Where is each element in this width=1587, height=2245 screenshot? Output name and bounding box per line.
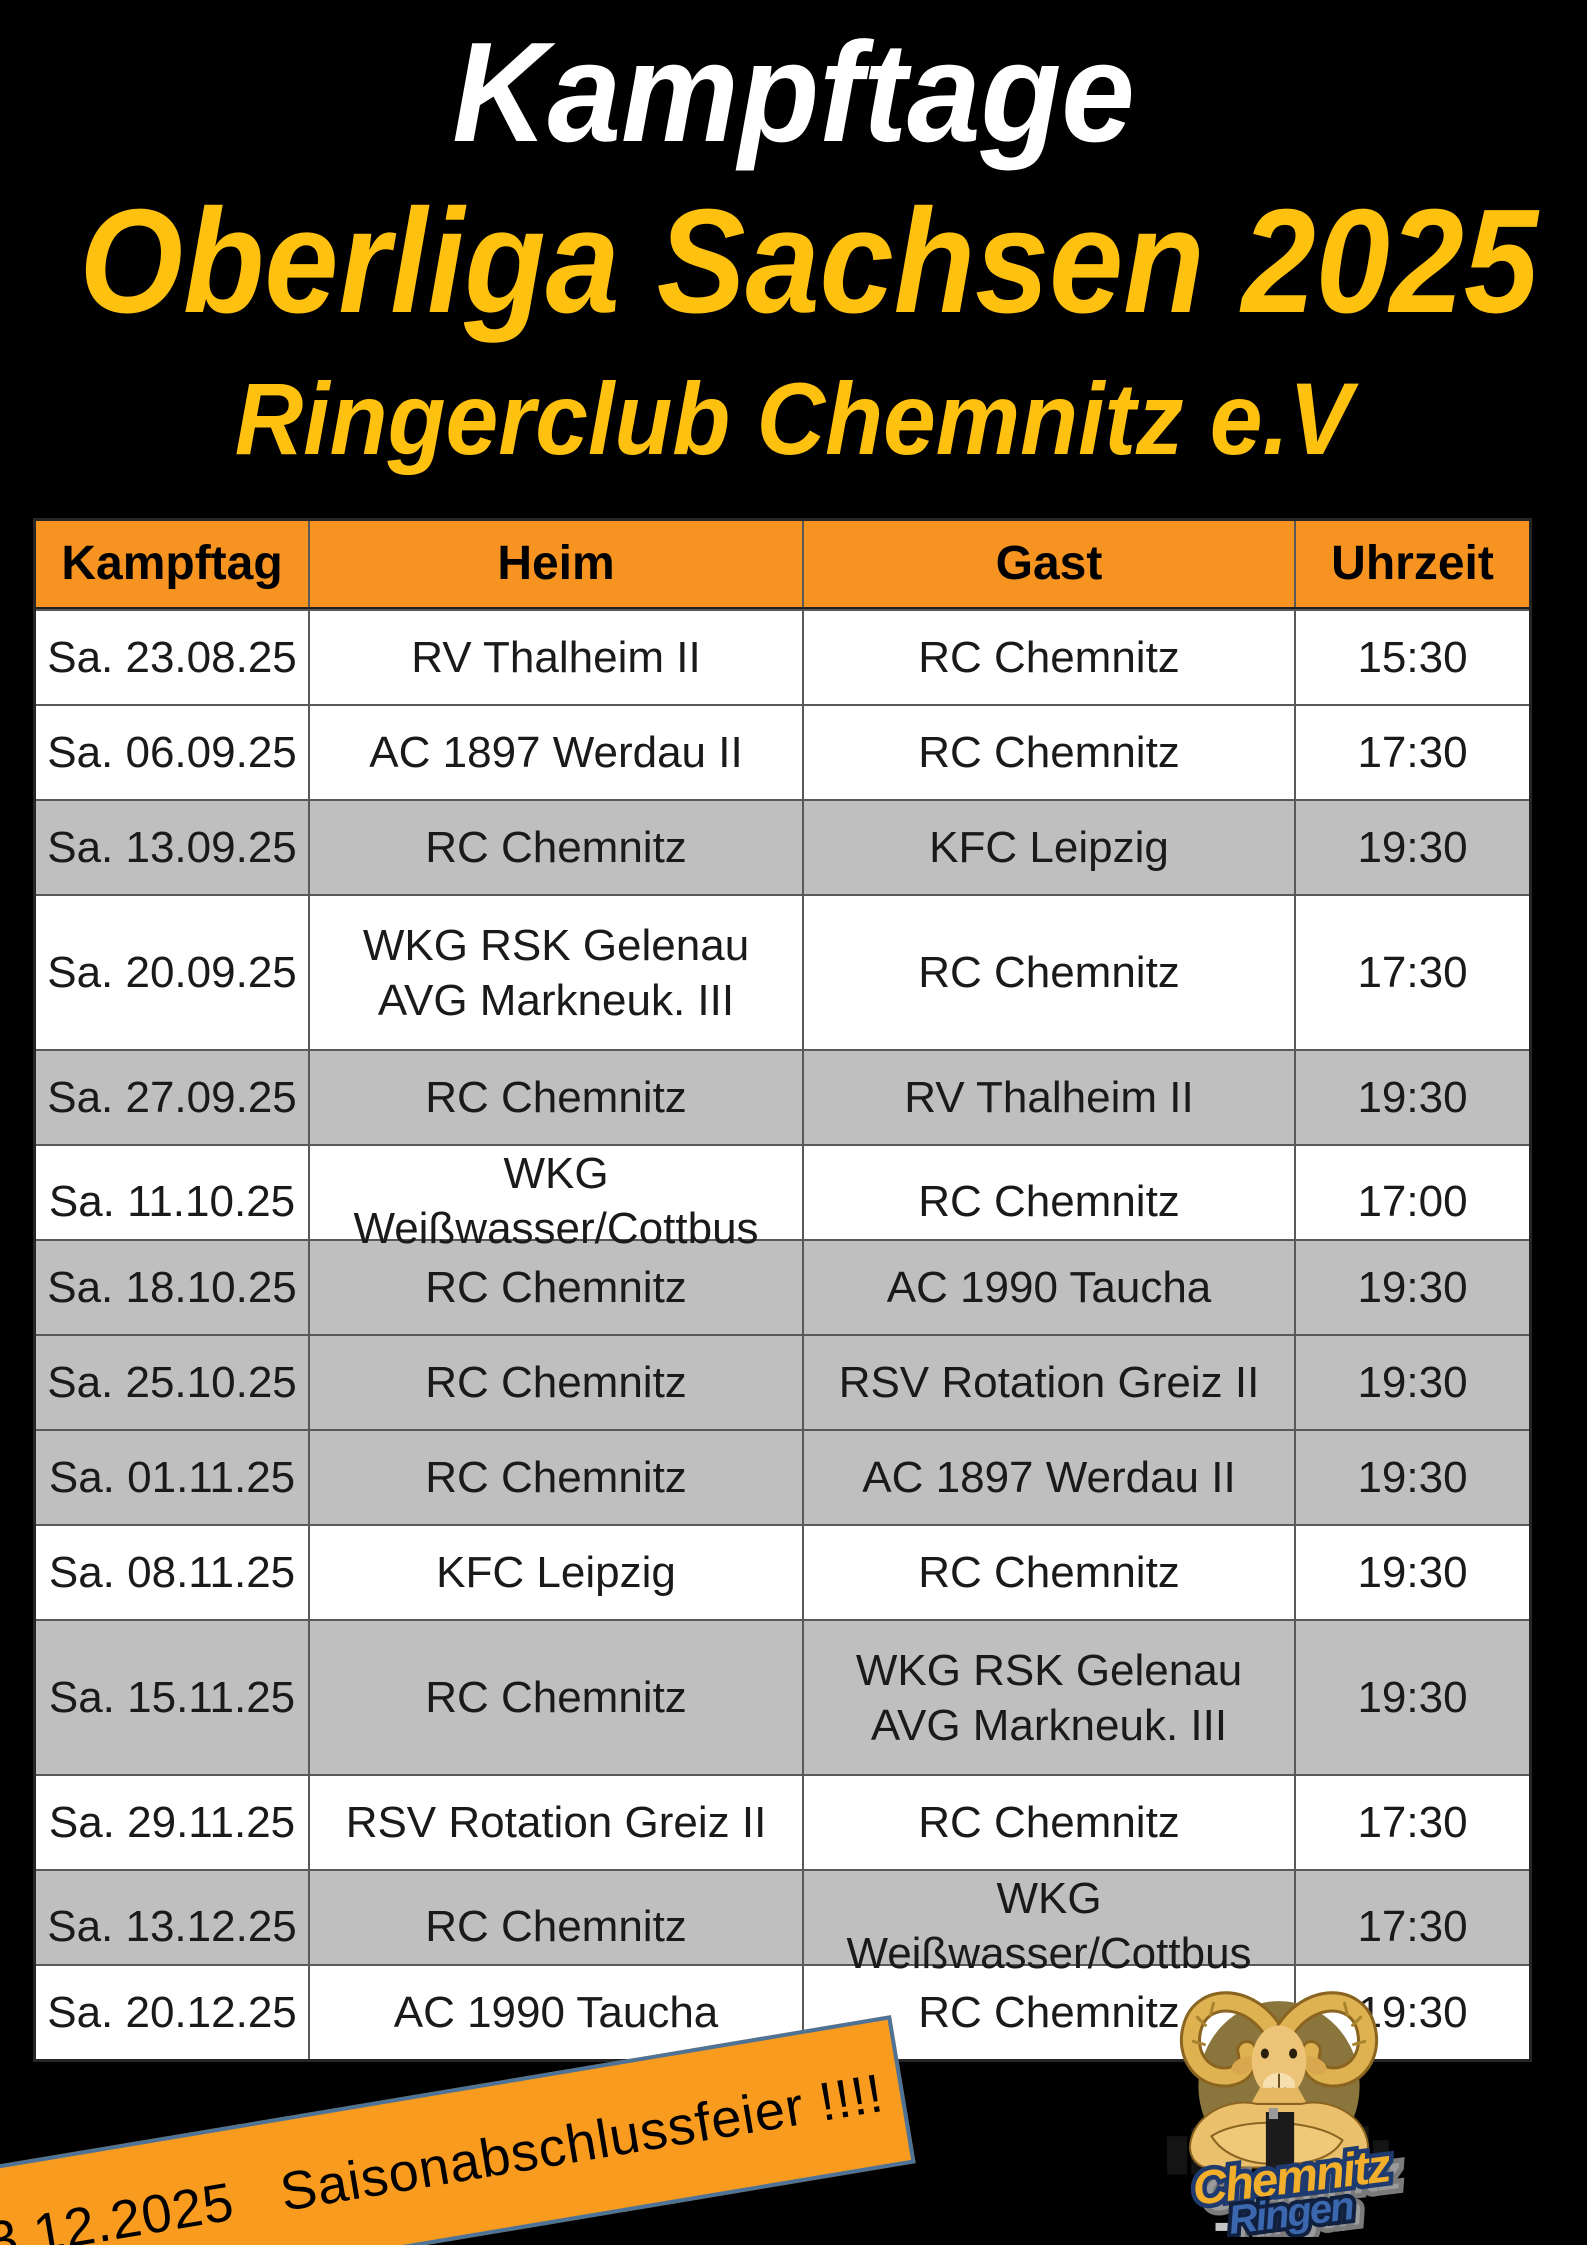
match-home: RC Chemnitz bbox=[308, 1241, 802, 1334]
table-row: Sa. 13.12.25 RC Chemnitz WKG Weißwasser/… bbox=[36, 1869, 1529, 1981]
season-finale-text: 13.12.2025 Saisonabschlussfeier !!!! bbox=[0, 2062, 888, 2245]
match-guest: RC Chemnitz bbox=[802, 896, 1294, 1049]
match-home: RC Chemnitz bbox=[308, 1336, 802, 1429]
table-row: Sa. 01.11.25 RC Chemnitz AC 1897 Werdau … bbox=[36, 1429, 1529, 1524]
match-guest: RSV Rotation Greiz II bbox=[802, 1336, 1294, 1429]
ram-mascot-icon: Chemnitz Chemnitz Ringen Ringen bbox=[1167, 1991, 1409, 2245]
match-home: AC 1990 Taucha bbox=[308, 1966, 802, 2059]
match-home: WKG Weißwasser/Cottbus bbox=[308, 1146, 802, 1256]
match-guest: RC Chemnitz bbox=[802, 706, 1294, 799]
match-home: WKG RSK Gelenau AVG Markneuk. III bbox=[308, 896, 802, 1049]
match-guest: RC Chemnitz bbox=[802, 1776, 1294, 1869]
club-logo: Chemnitz Chemnitz Ringen Ringen bbox=[1150, 1985, 1409, 2245]
match-time: 17:30 bbox=[1294, 896, 1529, 1049]
match-time: 19:30 bbox=[1294, 1241, 1529, 1334]
match-time: 15:30 bbox=[1294, 611, 1529, 704]
svg-text:Ringen: Ringen bbox=[1234, 2187, 1364, 2237]
match-guest: WKG Weißwasser/Cottbus bbox=[802, 1871, 1294, 1981]
match-guest: RC Chemnitz bbox=[802, 1526, 1294, 1619]
match-date: Sa. 18.10.25 bbox=[47, 1263, 297, 1312]
table-row: Sa. 15.11.25 RC Chemnitz WKG RSK Gelenau… bbox=[36, 1619, 1529, 1774]
match-guest: WKG RSK Gelenau AVG Markneuk. III bbox=[802, 1621, 1294, 1774]
match-home: RC Chemnitz bbox=[308, 801, 802, 894]
table-row: Sa. 25.10.25 RC Chemnitz RSV Rotation Gr… bbox=[36, 1334, 1529, 1429]
match-home: RV Thalheim II bbox=[308, 611, 802, 704]
match-date: Sa. 13.09.25 bbox=[47, 823, 297, 872]
match-time: 19:30 bbox=[1294, 801, 1529, 894]
table-row: Sa. 11.10.25 WKG Weißwasser/Cottbus RC C… bbox=[36, 1144, 1529, 1256]
match-time: 17:30 bbox=[1294, 1871, 1529, 1981]
match-time: 19:30 bbox=[1294, 1621, 1529, 1774]
tower-icon bbox=[1265, 2107, 1295, 2173]
match-home: RC Chemnitz bbox=[308, 1051, 802, 1144]
match-date: Sa. 29.11.25 bbox=[48, 1798, 296, 1847]
match-time: 17:30 bbox=[1294, 706, 1529, 799]
match-home: AC 1897 Werdau II bbox=[308, 706, 802, 799]
match-date: Sa. 20.09.25 bbox=[47, 948, 297, 997]
match-time: 19:30 bbox=[1294, 1431, 1529, 1524]
match-date: Sa. 27.09.25 bbox=[47, 1073, 297, 1122]
league-title: Oberliga Sachsen 2025 bbox=[79, 179, 1538, 344]
match-home: RC Chemnitz bbox=[308, 1621, 802, 1774]
match-time: 17:30 bbox=[1294, 1776, 1529, 1869]
club-title: Ringerclub Chemnitz e.V bbox=[234, 362, 1353, 476]
match-time: 19:30 bbox=[1294, 1051, 1529, 1144]
match-time: 17:00 bbox=[1294, 1146, 1529, 1256]
match-time: 19:30 bbox=[1294, 1526, 1529, 1619]
match-home: RSV Rotation Greiz II bbox=[308, 1776, 802, 1869]
table-row: Sa. 06.09.25 AC 1897 Werdau II RC Chemni… bbox=[36, 704, 1529, 799]
table-row: Sa. 23.08.25 RV Thalheim II RC Chemnitz … bbox=[36, 609, 1529, 704]
match-guest: AC 1990 Taucha bbox=[802, 1241, 1294, 1334]
match-guest: RC Chemnitz bbox=[802, 1146, 1294, 1256]
schedule-table: Kampftag Heim Gast Uhrzeit Sa. 23.08.25 … bbox=[33, 518, 1532, 2062]
match-date: Sa. 01.11.25 bbox=[48, 1453, 296, 1502]
logo-footer-strip bbox=[1215, 2222, 1345, 2231]
table-row: Sa. 27.09.25 RC Chemnitz RV Thalheim II … bbox=[36, 1049, 1529, 1144]
page-title: Kampftage bbox=[452, 13, 1135, 172]
match-date: Sa. 11.10.25 bbox=[48, 1176, 296, 1226]
match-date: Sa. 06.09.25 bbox=[47, 728, 297, 777]
match-date: Sa. 25.10.25 bbox=[47, 1358, 297, 1407]
match-home: RC Chemnitz bbox=[308, 1431, 802, 1524]
table-header-row: Kampftag Heim Gast Uhrzeit bbox=[36, 521, 1529, 609]
match-guest: RC Chemnitz bbox=[802, 611, 1294, 704]
match-time: 19:30 bbox=[1294, 1336, 1529, 1429]
match-guest: AC 1897 Werdau II bbox=[802, 1431, 1294, 1524]
match-date: Sa. 20.12.25 bbox=[47, 1988, 297, 2037]
table-row: Sa. 08.11.25 KFC Leipzig RC Chemnitz 19:… bbox=[36, 1524, 1529, 1619]
match-home: RC Chemnitz bbox=[308, 1871, 802, 1981]
table-row: Sa. 20.09.25 WKG RSK Gelenau AVG Markneu… bbox=[36, 894, 1529, 1049]
table-row: Sa. 29.11.25 RSV Rotation Greiz II RC Ch… bbox=[36, 1774, 1529, 1869]
table-row: Sa. 18.10.25 RC Chemnitz AC 1990 Taucha … bbox=[36, 1239, 1529, 1334]
match-date: Sa. 13.12.25 bbox=[47, 1901, 297, 1951]
match-guest: RV Thalheim II bbox=[802, 1051, 1294, 1144]
header-gast: Gast bbox=[802, 521, 1294, 607]
header-uhrzeit: Uhrzeit bbox=[1294, 521, 1529, 607]
table-row: Sa. 13.09.25 RC Chemnitz KFC Leipzig 19:… bbox=[36, 799, 1529, 894]
match-date: Sa. 23.08.25 bbox=[47, 633, 297, 682]
match-home: KFC Leipzig bbox=[308, 1526, 802, 1619]
header-heim: Heim bbox=[308, 521, 802, 607]
match-guest: KFC Leipzig bbox=[802, 801, 1294, 894]
match-guest: RC Chemnitz bbox=[802, 1966, 1294, 2059]
match-date: Sa. 08.11.25 bbox=[48, 1548, 296, 1597]
match-date: Sa. 15.11.25 bbox=[48, 1673, 296, 1722]
header-kampftag: Kampftag bbox=[61, 537, 283, 590]
